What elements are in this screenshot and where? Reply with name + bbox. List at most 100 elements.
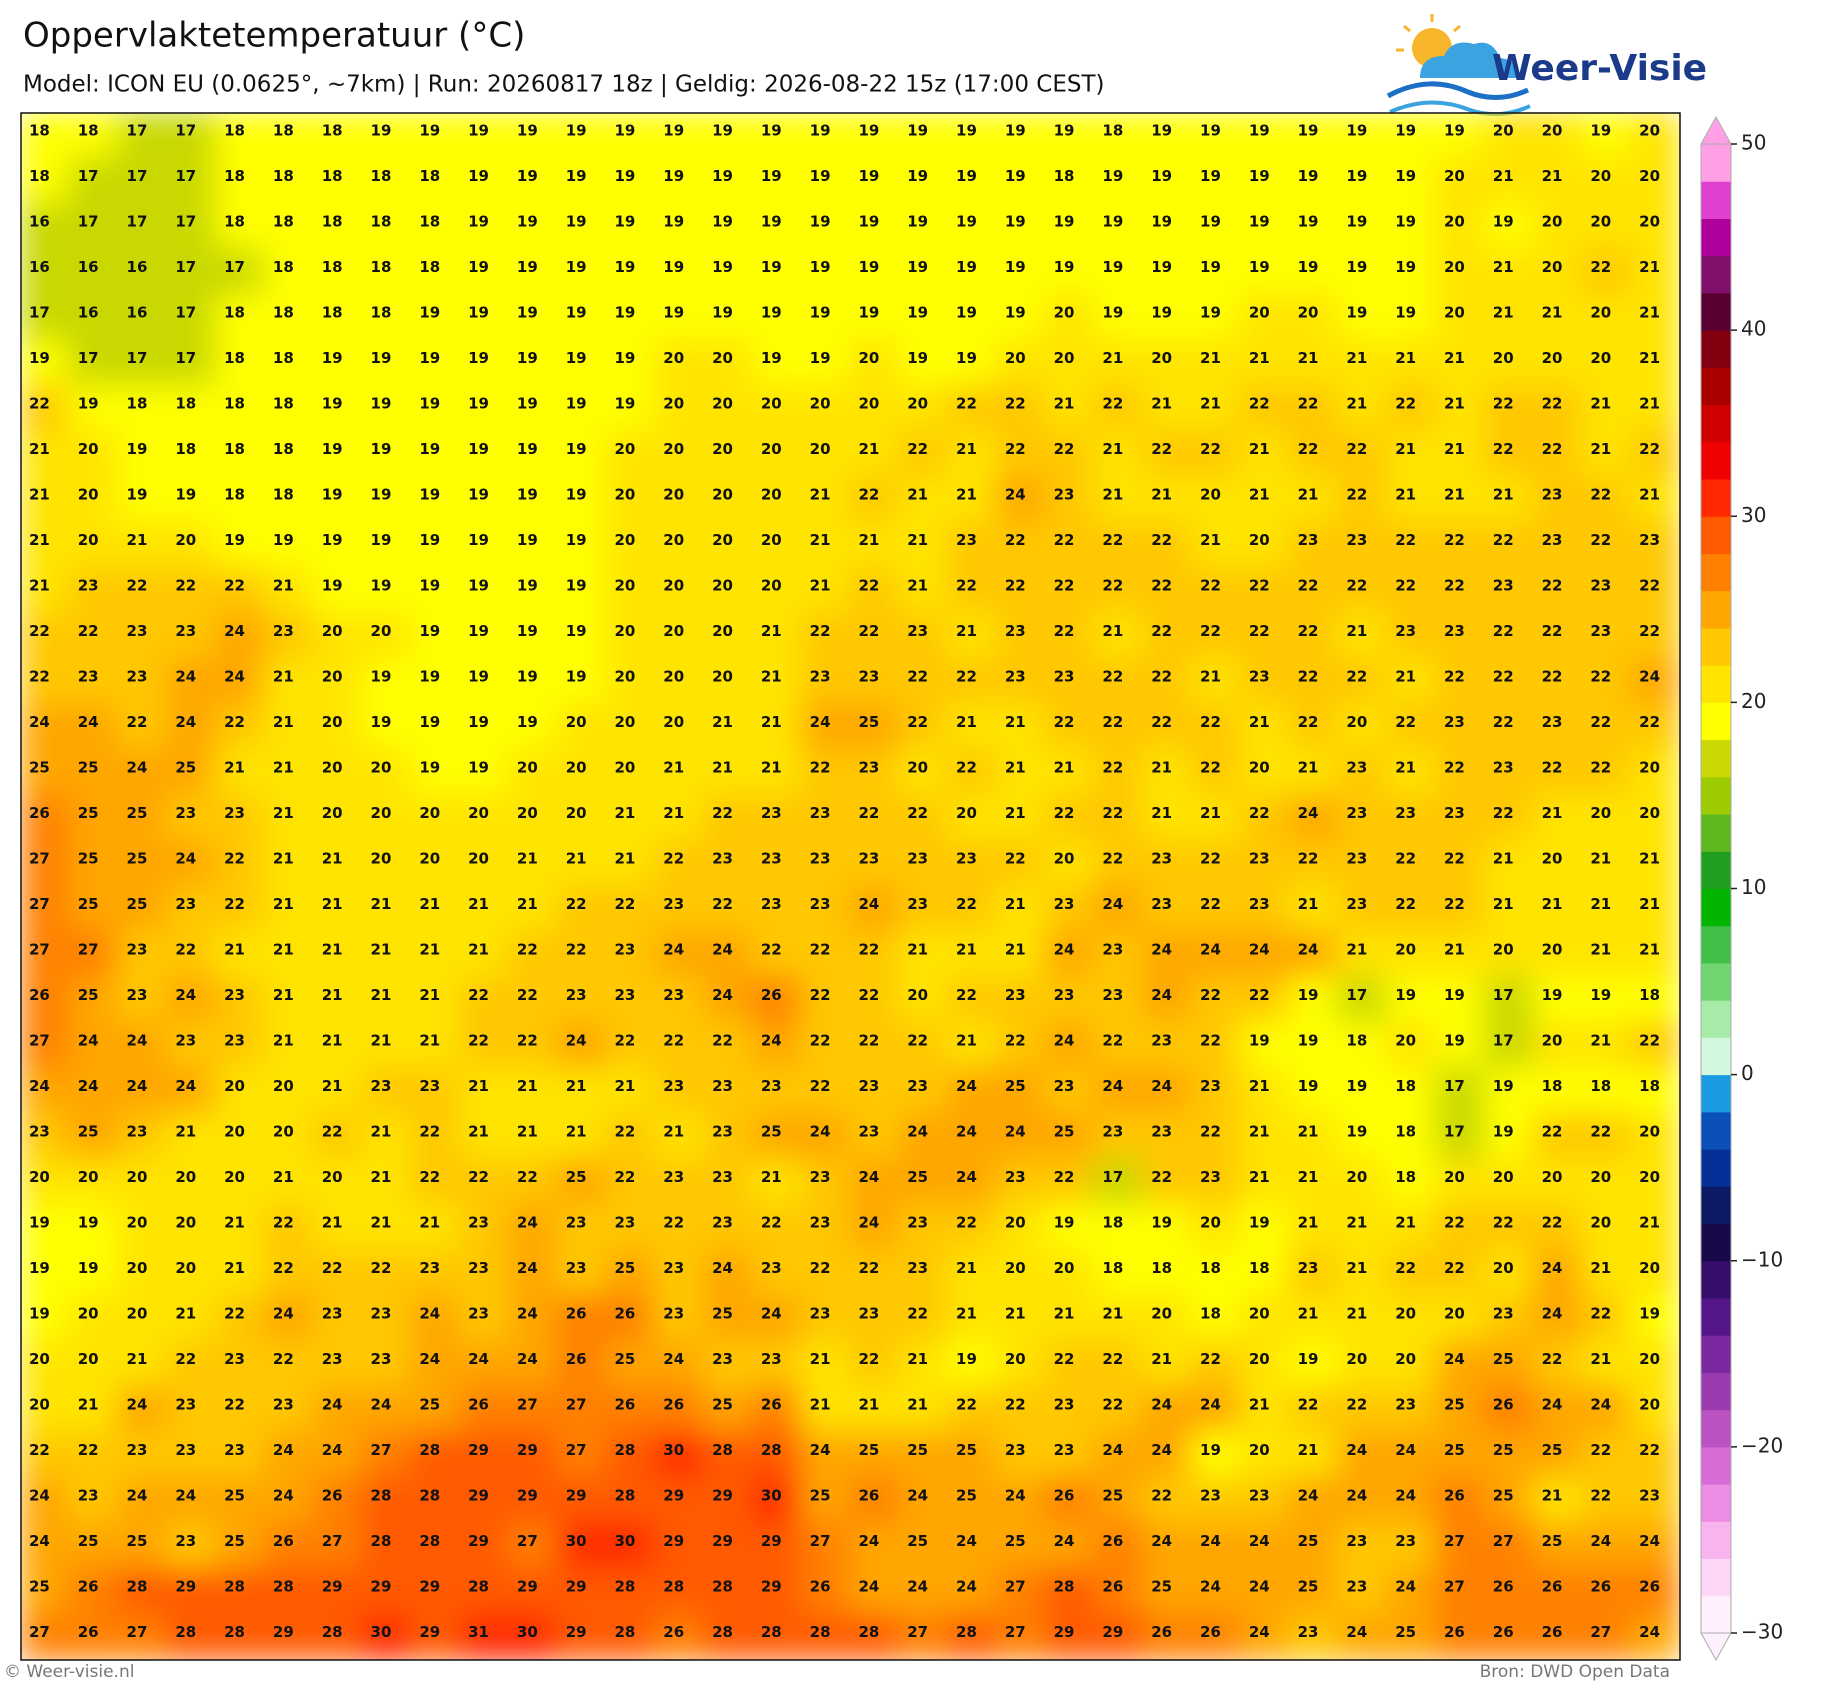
temperature-cell bbox=[654, 1295, 706, 1343]
temperature-value: 27 bbox=[517, 1532, 538, 1550]
temperature-value: 19 bbox=[517, 576, 538, 594]
temperature-value: 18 bbox=[1590, 1077, 1611, 1095]
temperature-value: 22 bbox=[1200, 849, 1221, 867]
temperature-value: 21 bbox=[956, 940, 977, 958]
temperature-value: 20 bbox=[1005, 349, 1026, 367]
temperature-cell bbox=[556, 1340, 608, 1388]
temperature-value: 19 bbox=[1005, 303, 1026, 321]
temperature-value: 22 bbox=[858, 986, 879, 1004]
temperature-value: 26 bbox=[1542, 1623, 1563, 1641]
temperature-cell bbox=[507, 113, 559, 160]
temperature-value: 21 bbox=[761, 622, 782, 640]
temperature-cell bbox=[605, 1249, 657, 1297]
temperature-value: 22 bbox=[858, 1031, 879, 1049]
temperature-cell bbox=[1239, 1477, 1291, 1525]
temperature-value: 19 bbox=[1395, 212, 1416, 230]
temperature-cell bbox=[995, 430, 1047, 478]
temperature-value: 22 bbox=[1493, 531, 1514, 549]
temperature-cell bbox=[849, 339, 901, 387]
temperature-value: 22 bbox=[468, 1031, 489, 1049]
temperature-cell bbox=[263, 1431, 315, 1479]
temperature-cell bbox=[410, 248, 462, 296]
temperature-cell bbox=[1581, 521, 1633, 569]
temperature-cell bbox=[410, 1249, 462, 1297]
temperature-cell bbox=[849, 203, 901, 251]
temperature-cell bbox=[1142, 203, 1194, 251]
temperature-value: 29 bbox=[371, 1577, 392, 1595]
temperature-cell bbox=[1044, 931, 1096, 979]
temperature-cell bbox=[166, 1613, 218, 1660]
temperature-value: 23 bbox=[1542, 485, 1563, 503]
temperature-value: 23 bbox=[1200, 1168, 1221, 1186]
temperature-cell bbox=[995, 749, 1047, 797]
temperature-value: 23 bbox=[566, 986, 587, 1004]
temperature-cell bbox=[1435, 749, 1486, 797]
temperature-value: 21 bbox=[224, 1213, 245, 1231]
colorbar-top-arrow bbox=[1700, 115, 1732, 145]
temperature-value: 20 bbox=[1542, 258, 1563, 276]
temperature-value: 19 bbox=[1005, 212, 1026, 230]
temperature-cell bbox=[605, 1613, 657, 1660]
temperature-cell bbox=[1581, 1067, 1633, 1115]
temperature-cell bbox=[263, 794, 315, 842]
temperature-cell bbox=[947, 794, 998, 842]
temperature-value: 21 bbox=[1542, 167, 1563, 185]
temperature-cell bbox=[1386, 931, 1438, 979]
temperature-cell bbox=[1093, 1249, 1145, 1297]
temperature-value: 18 bbox=[273, 258, 294, 276]
temperature-cell bbox=[1093, 885, 1145, 933]
temperature-cell bbox=[1142, 794, 1194, 842]
temperature-value: 22 bbox=[1542, 622, 1563, 640]
temperature-cell bbox=[215, 931, 266, 979]
temperature-cell bbox=[654, 931, 706, 979]
temperature-value: 23 bbox=[907, 849, 928, 867]
temperature-value: 27 bbox=[29, 940, 50, 958]
temperature-value: 21 bbox=[1395, 667, 1416, 685]
temperature-value: 26 bbox=[29, 804, 50, 822]
temperature-cell bbox=[1386, 1431, 1438, 1479]
colorbar-segment bbox=[1701, 1037, 1731, 1076]
temperature-cell bbox=[68, 1386, 120, 1434]
temperature-value: 19 bbox=[810, 167, 831, 185]
temperature-cell bbox=[117, 1249, 169, 1297]
temperature-cell bbox=[507, 1431, 559, 1479]
colorbar-tick-label: −20 bbox=[1741, 1433, 1783, 1457]
temperature-cell bbox=[1483, 703, 1535, 751]
temperature-cell bbox=[1435, 203, 1486, 251]
temperature-value: 20 bbox=[1249, 1304, 1270, 1322]
temperature-cell bbox=[68, 794, 120, 842]
temperature-value: 23 bbox=[371, 1304, 392, 1322]
temperature-cell bbox=[166, 1386, 218, 1434]
temperature-value: 19 bbox=[1346, 1077, 1367, 1095]
temperature-cell bbox=[68, 430, 120, 478]
temperature-cell bbox=[361, 1522, 413, 1570]
temperature-value: 19 bbox=[956, 258, 977, 276]
temperature-value: 27 bbox=[322, 1532, 343, 1550]
temperature-value: 22 bbox=[1493, 440, 1514, 458]
temperature-cell bbox=[21, 430, 71, 478]
temperature-value: 24 bbox=[1151, 1395, 1172, 1413]
temperature-value: 18 bbox=[224, 212, 245, 230]
temperature-cell bbox=[1044, 1249, 1096, 1297]
temperature-value: 23 bbox=[810, 667, 831, 685]
temperature-cell bbox=[1435, 703, 1486, 751]
temperature-value: 21 bbox=[1493, 849, 1514, 867]
temperature-value: 28 bbox=[956, 1623, 977, 1641]
footer-left: © Weer-visie.nl bbox=[4, 1662, 134, 1681]
temperature-cell bbox=[166, 658, 218, 706]
temperature-cell bbox=[1044, 976, 1096, 1024]
temperature-cell bbox=[410, 1613, 462, 1660]
temperature-value: 18 bbox=[224, 349, 245, 367]
temperature-value: 25 bbox=[1298, 1577, 1319, 1595]
temperature-value: 22 bbox=[322, 1259, 343, 1277]
temperature-cell bbox=[117, 1113, 169, 1161]
temperature-value: 18 bbox=[1102, 1259, 1123, 1277]
temperature-cell bbox=[1044, 1568, 1096, 1616]
temperature-value: 23 bbox=[1054, 485, 1075, 503]
temperature-cell bbox=[410, 1204, 462, 1252]
temperature-value: 20 bbox=[175, 1259, 196, 1277]
temperature-cell bbox=[312, 385, 364, 433]
temperature-value: 21 bbox=[956, 1031, 977, 1049]
temperature-cell bbox=[312, 248, 364, 296]
temperature-cell bbox=[312, 1067, 364, 1115]
